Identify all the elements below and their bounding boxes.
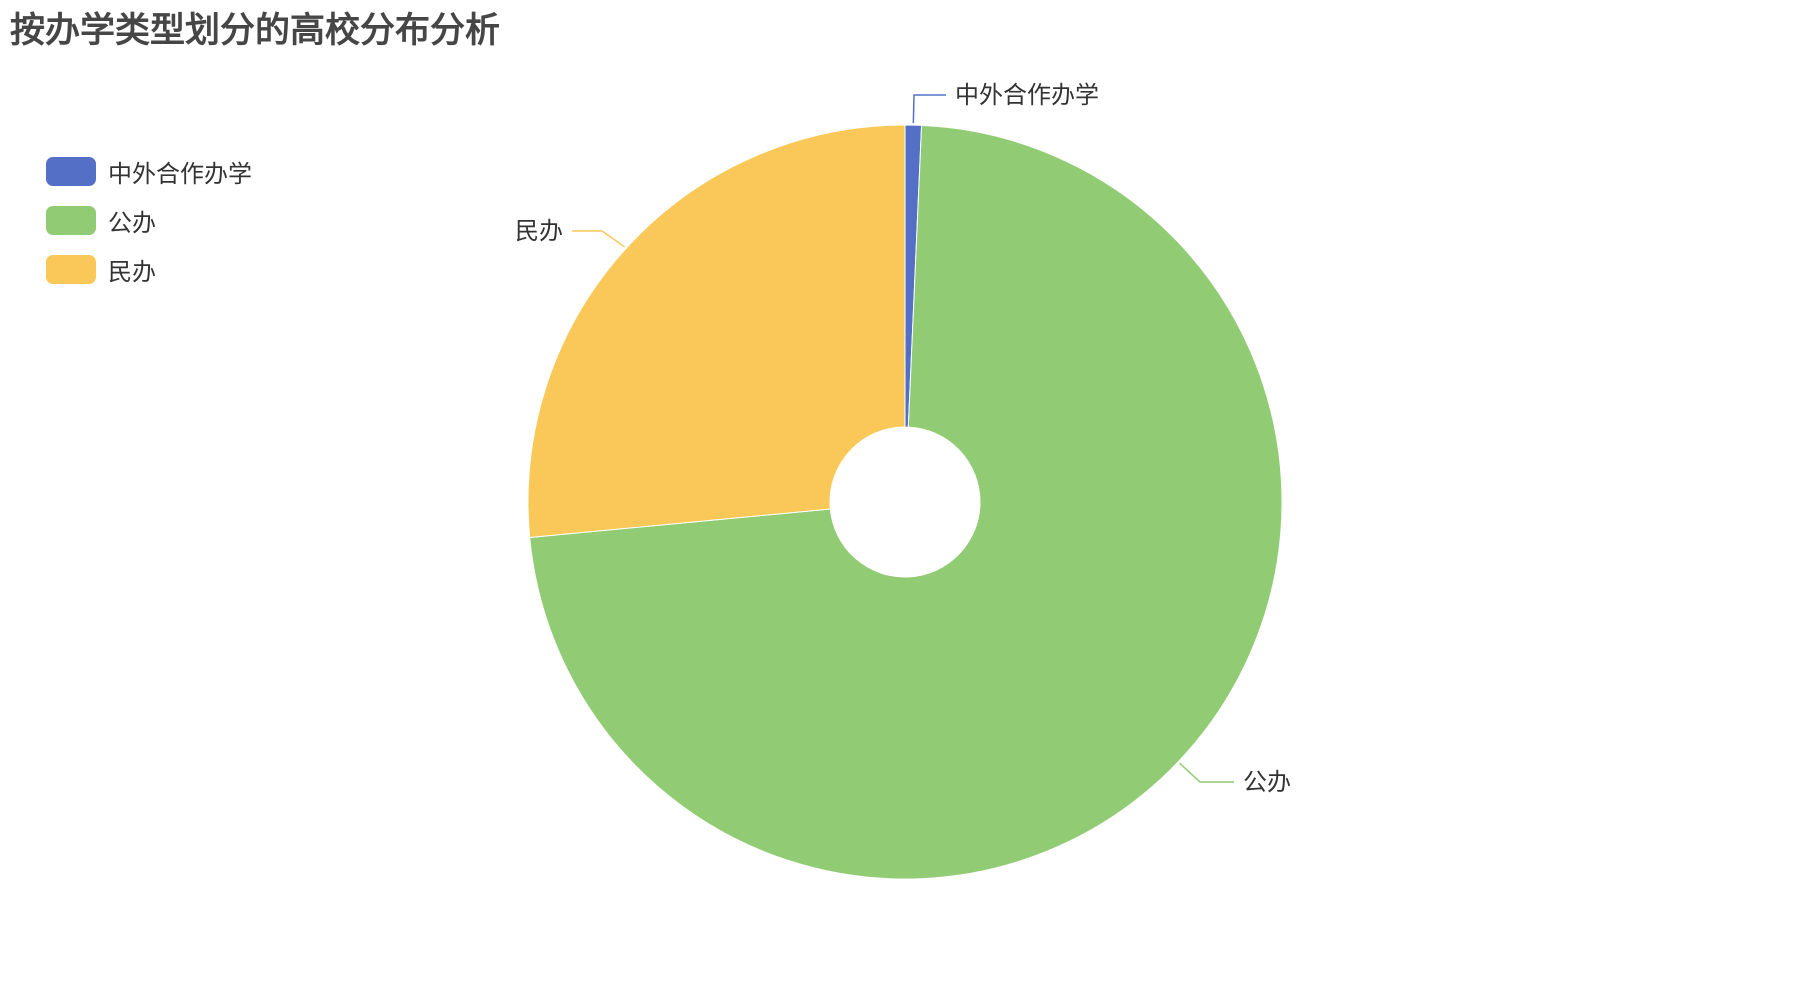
legend: 中外合作办学 公办 民办 — [46, 157, 252, 304]
legend-item-1[interactable]: 公办 — [46, 206, 252, 237]
pie-slice-1[interactable] — [529, 124, 1283, 880]
pie-slice-2[interactable] — [527, 124, 906, 539]
leader-line-0 — [912, 94, 946, 124]
slice-label-1: 公办 — [1243, 768, 1291, 796]
leader-line-2 — [572, 230, 626, 248]
legend-label-1: 公办 — [108, 209, 156, 237]
legend-item-2[interactable]: 民办 — [46, 255, 252, 286]
legend-label-2: 民办 — [108, 258, 156, 286]
slice-label-0: 中外合作办学 — [955, 81, 1099, 109]
legend-swatch-0 — [46, 157, 96, 186]
legend-swatch-1 — [46, 206, 96, 235]
legend-item-0[interactable]: 中外合作办学 — [46, 157, 252, 188]
legend-swatch-2 — [46, 255, 96, 284]
legend-label-0: 中外合作办学 — [108, 160, 252, 188]
chart-title: 按办学类型划分的高校分布分析 — [10, 11, 501, 51]
slice-label-2: 民办 — [515, 217, 563, 245]
leader-line-1 — [1179, 762, 1234, 783]
